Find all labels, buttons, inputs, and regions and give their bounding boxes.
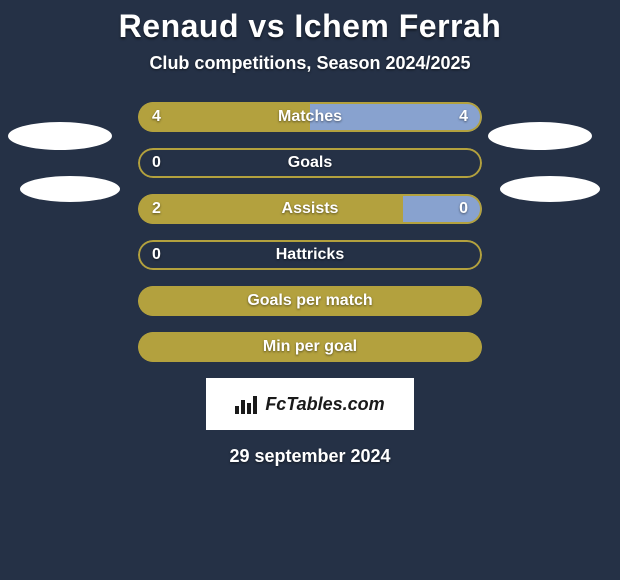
decorative-ellipse	[500, 176, 600, 202]
decorative-ellipse	[488, 122, 592, 150]
stat-row: Min per goal	[138, 332, 482, 362]
stat-values: 0	[138, 148, 482, 178]
stat-fill-right	[403, 194, 482, 224]
stat-fill-left	[138, 286, 482, 316]
stat-fill-left	[138, 194, 403, 224]
stat-metric-label: Hattricks	[138, 240, 482, 270]
date-label: 29 september 2024	[0, 446, 620, 467]
stat-fill-left	[138, 332, 482, 362]
stat-row-border	[138, 148, 482, 178]
stat-row: Matches44	[138, 102, 482, 132]
decorative-ellipse	[8, 122, 112, 150]
stat-fill-right	[310, 102, 482, 132]
decorative-ellipse	[20, 176, 120, 202]
stat-value-left: 0	[152, 246, 161, 264]
source-label: FcTables.com	[265, 394, 384, 415]
stat-row: Assists20	[138, 194, 482, 224]
stat-row: Goals0	[138, 148, 482, 178]
stat-row: Goals per match	[138, 286, 482, 316]
fctables-logo: FcTables.com	[235, 394, 384, 415]
bars-icon	[235, 394, 259, 414]
source-box: FcTables.com	[206, 378, 414, 430]
stat-row-border	[138, 240, 482, 270]
stat-fill-left	[138, 102, 310, 132]
stat-value-left: 0	[152, 154, 161, 172]
page-title: Renaud vs Ichem Ferrah	[0, 8, 620, 45]
stat-metric-label: Goals	[138, 148, 482, 178]
comparison-chart: Matches44Goals0Assists20Hattricks0Goals …	[138, 102, 482, 362]
stat-row: Hattricks0	[138, 240, 482, 270]
comparison-infographic: Renaud vs Ichem Ferrah Club competitions…	[0, 0, 620, 580]
page-subtitle: Club competitions, Season 2024/2025	[0, 53, 620, 74]
stat-values: 0	[138, 240, 482, 270]
